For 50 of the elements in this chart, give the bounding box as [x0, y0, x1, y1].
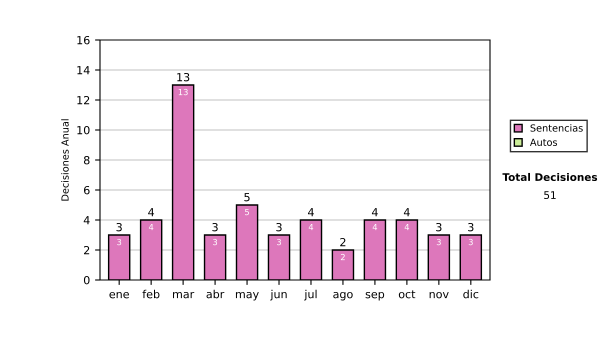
x-tick-label: abr	[206, 290, 224, 298]
x-tick-label: feb	[142, 290, 160, 298]
legend-label: Sentencias	[530, 124, 583, 132]
y-tick-label: 4	[84, 216, 90, 224]
y-tick-label: 6	[84, 186, 90, 194]
total-label: 3	[468, 222, 474, 232]
total-label: 4	[372, 208, 378, 216]
total-label: 4	[308, 208, 314, 216]
data-label: 3	[117, 238, 122, 246]
data-label: 5	[245, 209, 249, 216]
y-tick-label: 0	[84, 276, 90, 284]
text: 51	[544, 191, 556, 200]
total-label: 3	[212, 222, 218, 232]
data-label: 4	[404, 224, 410, 230]
total-label: 4	[148, 208, 154, 216]
total-label: 5	[244, 193, 250, 202]
data-label: 13	[178, 88, 188, 96]
legend-label: Autos	[530, 138, 558, 146]
total-label: 3	[436, 222, 442, 232]
data-label: 3	[213, 238, 218, 246]
y-tick-label: 14	[77, 66, 90, 74]
x-tick-label: may	[236, 292, 259, 300]
data-label: 2	[340, 254, 345, 260]
total-label: 3	[116, 222, 122, 232]
y-tick-label: 2	[84, 246, 90, 254]
x-tick-label: jun	[270, 290, 287, 300]
total-label: 13	[177, 72, 190, 82]
x-tick-label: nov	[430, 292, 449, 298]
x-tick-label: sep	[366, 292, 384, 300]
total-label: 3	[276, 222, 282, 232]
data-label: 4	[148, 224, 154, 230]
text: Total Decisiones	[502, 172, 598, 182]
y-tick-label: 12	[77, 96, 90, 104]
y-tick-label: 8	[84, 156, 90, 164]
data-label: 3	[277, 238, 281, 246]
total-label: 4	[404, 208, 410, 216]
x-tick-label: mar	[173, 292, 194, 298]
y-tick-label: 16	[77, 36, 90, 44]
data-label: 3	[436, 238, 441, 246]
x-tick-label: ene	[109, 292, 129, 298]
data-label: 4	[308, 224, 314, 230]
x-tick-label: jul	[304, 290, 317, 300]
data-label: 3	[468, 238, 473, 246]
y-axis-title: Decisiones Anual	[61, 119, 69, 201]
x-tick-label: dic	[463, 290, 478, 298]
total-label: 2	[340, 238, 346, 246]
x-tick-label: oct	[398, 290, 416, 298]
x-tick-label: ago	[333, 292, 353, 300]
data-label: 4	[372, 224, 378, 230]
y-tick-label: 10	[77, 126, 90, 134]
